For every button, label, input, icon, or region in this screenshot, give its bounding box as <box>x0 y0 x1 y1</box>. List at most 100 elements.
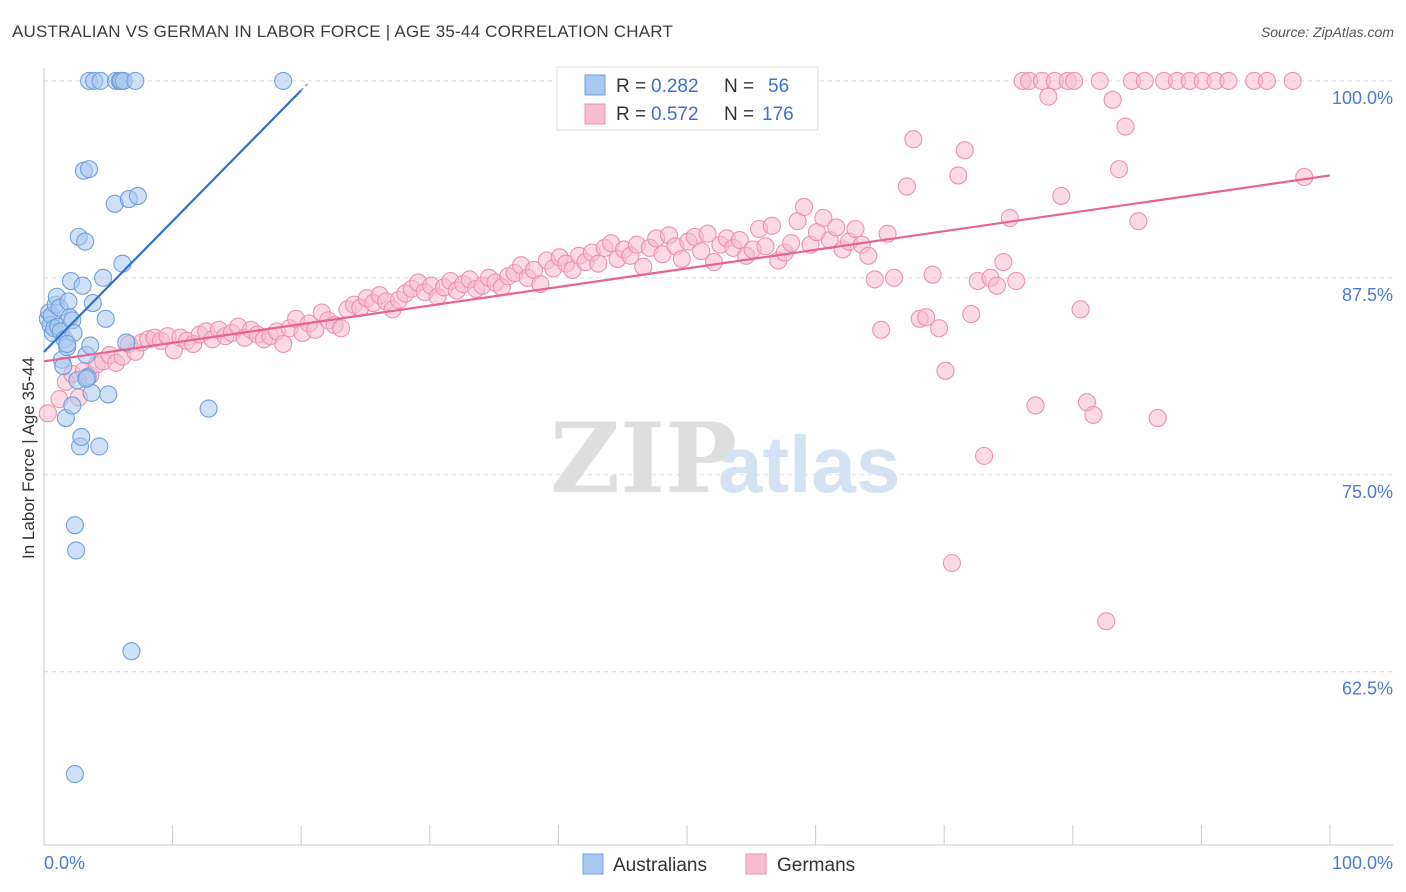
australians-point <box>94 268 113 287</box>
australians-point <box>117 333 136 352</box>
watermark-zip: ZIP <box>550 402 737 515</box>
australians-point <box>58 334 77 354</box>
trend-layer <box>43 81 1331 363</box>
germans-point <box>1295 167 1314 187</box>
points-layer <box>38 71 1314 784</box>
y-tick-label: 87.5% <box>1342 285 1393 305</box>
y-tick-label: 62.5% <box>1342 679 1393 699</box>
bottom-legend-australians-swatch <box>582 853 604 875</box>
germans-point <box>962 305 981 324</box>
australians-point <box>96 309 115 328</box>
germans-trend-line <box>43 174 1331 363</box>
germans-point <box>994 253 1013 272</box>
germans-point <box>884 268 904 287</box>
bottom-legend-australians-label: Australians <box>613 855 707 876</box>
germans-point <box>704 253 724 272</box>
germans-point <box>762 216 781 235</box>
germans-point <box>917 308 936 327</box>
germans-point <box>1000 208 1019 228</box>
australians-trend-line <box>43 89 302 353</box>
x-tick-label-max: 100.0% <box>1332 853 1393 873</box>
australians-point <box>90 437 109 456</box>
germans-point <box>589 254 608 273</box>
germans-point <box>1007 271 1026 291</box>
australians-point <box>128 186 147 205</box>
germans-point <box>827 218 846 237</box>
australians-point <box>65 516 84 535</box>
germans-point <box>672 249 691 268</box>
axis-layer: 100.0% 87.5% 75.0% 62.5% <box>43 68 1393 846</box>
legend-germans-r-label: R = <box>616 104 646 125</box>
australians-point <box>122 642 141 661</box>
legend-australians-r-label: R = <box>616 76 646 97</box>
australians-point <box>65 765 84 784</box>
germans-point <box>1148 409 1167 428</box>
germans-point <box>274 334 293 354</box>
watermark-atlas: atlas <box>718 420 900 509</box>
germans-point <box>930 319 949 338</box>
germans-point <box>730 230 749 250</box>
germans-point <box>1039 87 1058 106</box>
legend-box: R = 0.282 N = 56 R = 0.572 N = 176 <box>556 66 819 131</box>
germans-point <box>38 404 57 423</box>
germans-point <box>936 361 955 380</box>
grid-layer <box>44 80 1393 673</box>
germans-point <box>1071 300 1090 319</box>
australians-point <box>99 385 118 404</box>
y-axis-title: In Labor Force | Age 35-44 <box>19 357 38 559</box>
germans-point <box>756 237 775 256</box>
germans-point <box>1219 71 1238 90</box>
legend-germans-swatch <box>584 103 606 125</box>
germans-point <box>1110 160 1129 179</box>
australians-point <box>113 254 132 273</box>
germans-point <box>782 234 801 253</box>
germans-point <box>794 197 814 216</box>
germans-point <box>955 141 974 160</box>
legend-germans-r-value: 0.572 <box>651 104 699 125</box>
australians-point <box>77 369 96 388</box>
germans-point <box>949 166 968 185</box>
bottom-legend: Australians Germans <box>582 853 855 876</box>
y-tick-label: 75.0% <box>1342 482 1393 502</box>
legend-australians-n-value: 56 <box>768 76 789 97</box>
germans-point <box>1090 71 1109 90</box>
australians-point <box>126 71 145 90</box>
germans-point <box>942 553 961 573</box>
legend-australians-n-label: N = <box>724 76 754 97</box>
australians-point <box>76 232 95 251</box>
australians-point <box>91 71 110 90</box>
legend-germans-n-value: 176 <box>762 104 794 125</box>
germans-point <box>846 219 865 239</box>
germans-point <box>332 319 351 338</box>
bottom-legend-germans-swatch <box>745 853 767 875</box>
australians-point <box>73 276 92 295</box>
australians-point <box>79 160 99 179</box>
australians-point <box>274 71 293 90</box>
germans-point <box>692 242 711 261</box>
chart-source: Source: ZipAtlas.com <box>1260 24 1394 40</box>
germans-point <box>814 208 833 228</box>
germans-point <box>904 130 923 149</box>
germans-point <box>1135 71 1154 90</box>
germans-point <box>872 320 891 339</box>
australians-point <box>63 396 82 415</box>
germans-point <box>1084 405 1103 424</box>
germans-point <box>1257 71 1277 90</box>
legend-germans-n-label: N = <box>724 104 754 125</box>
australians-point <box>199 399 218 418</box>
germans-point <box>865 270 884 289</box>
australians-trend-extension <box>300 81 310 91</box>
germans-point <box>1103 90 1122 109</box>
australians-point <box>72 427 91 447</box>
germans-point <box>1065 71 1084 90</box>
australians-point <box>81 336 100 355</box>
legend-australians-swatch <box>584 74 606 96</box>
australians-point <box>67 541 86 560</box>
germans-point <box>1052 186 1071 205</box>
germans-point <box>698 224 717 243</box>
germans-point <box>923 265 942 284</box>
bottom-legend-germans-label: Germans <box>777 855 855 876</box>
germans-point <box>1283 71 1302 90</box>
x-tick-label-min: 0.0% <box>44 853 85 873</box>
